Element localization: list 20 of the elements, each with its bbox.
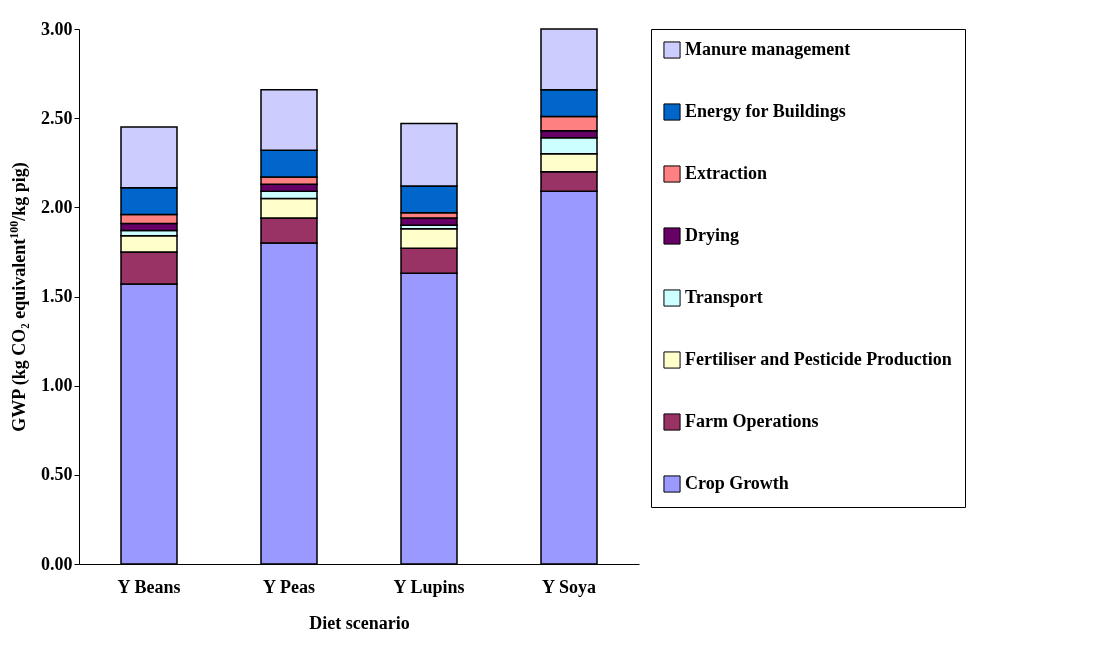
y-tick-label: 2.00	[41, 196, 73, 217]
x-tick-label: Y Soya	[542, 576, 596, 597]
legend-label: Manure management	[685, 39, 851, 59]
legend-label: Transport	[685, 287, 763, 307]
legend-label: Drying	[685, 225, 739, 245]
legend-label: Farm Operations	[685, 411, 819, 431]
x-tick-label: Y Peas	[263, 576, 315, 597]
y-tick-label: 2.50	[41, 107, 73, 128]
y-tick-label: 1.00	[41, 375, 73, 396]
x-tick-label: Y Beans	[117, 576, 181, 597]
y-tick-label: 0.50	[41, 464, 73, 485]
legend-label: Energy for Buildings	[685, 101, 846, 121]
legend-label: Fertiliser and Pesticide Production	[685, 349, 952, 369]
y-tick-label: 0.00	[41, 553, 73, 574]
legend-label: Crop Growth	[685, 473, 789, 493]
x-axis-title: Diet scenario	[309, 612, 410, 633]
legend-label: Extraction	[685, 163, 767, 183]
y-tick-label: 3.00	[41, 18, 73, 39]
y-tick-label: 1.50	[41, 286, 73, 306]
x-tick-label: Y Lupins	[393, 576, 465, 597]
